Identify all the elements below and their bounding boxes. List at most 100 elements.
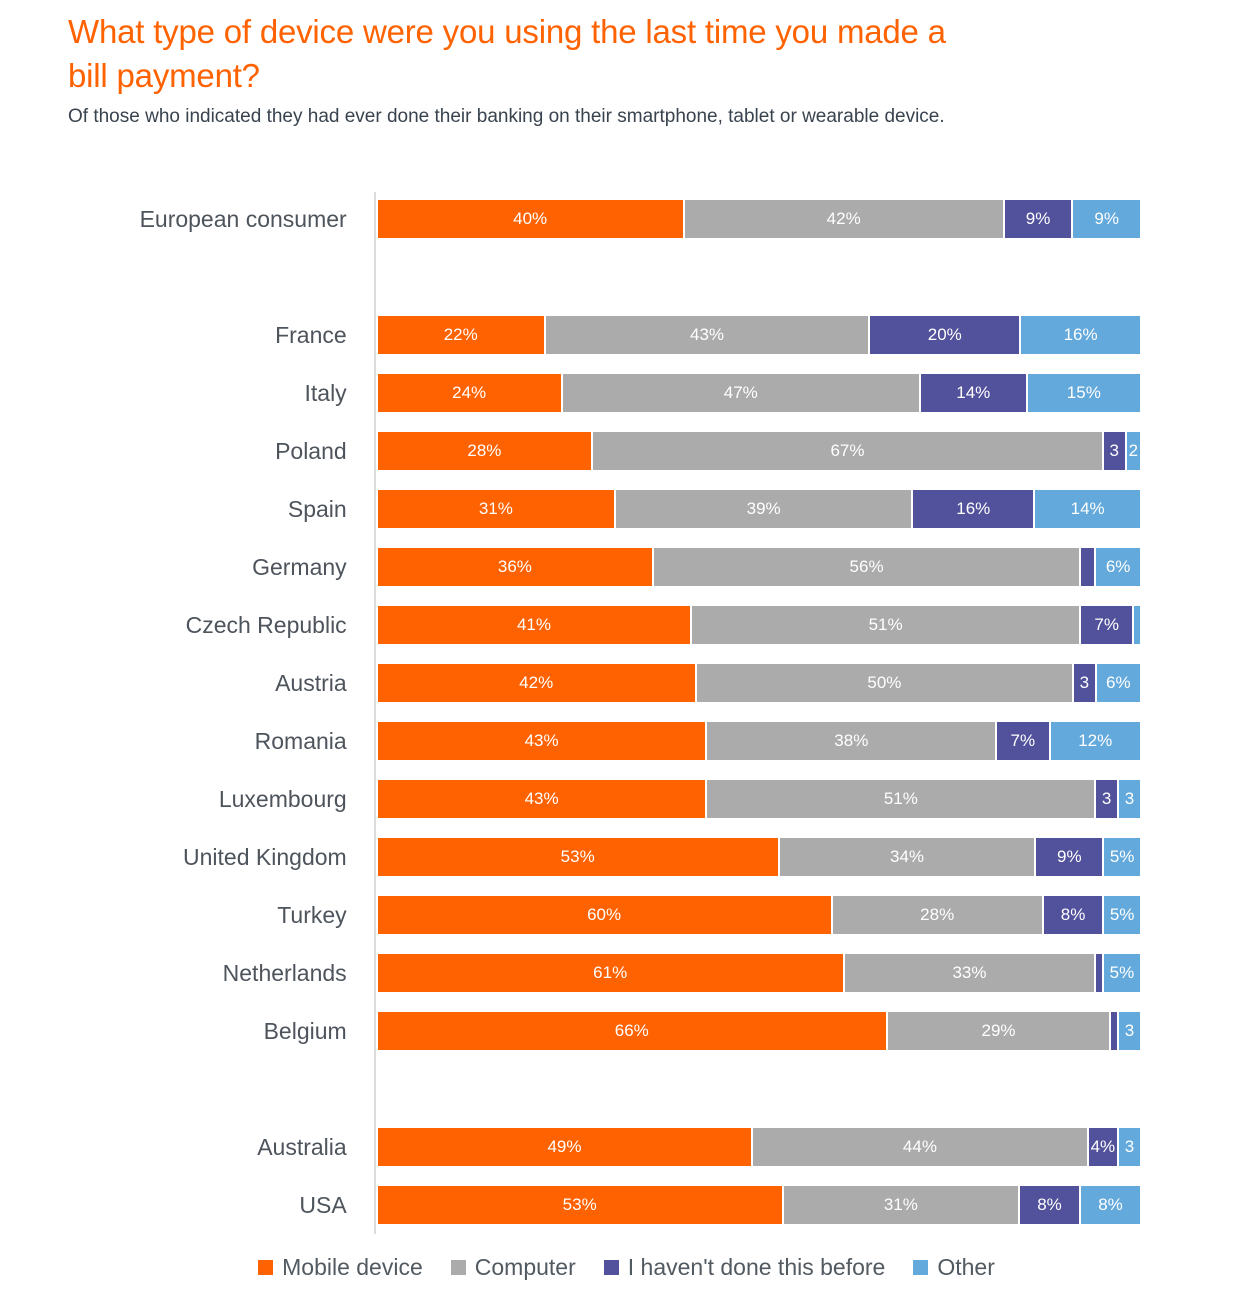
bar-segment-other: 15%	[1025, 374, 1140, 413]
segment-value-label: 5%	[1109, 963, 1135, 983]
segment-value-label: 3	[1101, 789, 1112, 809]
group-spacer	[0, 248, 1140, 306]
row-label: European consumer	[139, 205, 347, 232]
segment-value-label: 56%	[849, 557, 884, 577]
bar-segment-other	[1132, 606, 1140, 645]
segment-value-label: 8%	[1037, 1195, 1062, 1215]
row-label: Australia	[257, 1133, 347, 1160]
bar-segment-other: 3	[1116, 1012, 1140, 1051]
segment-value-label: 36%	[497, 557, 532, 577]
bar-segment-i-haven-t-done-this-before	[1109, 1012, 1117, 1051]
legend-item-other: Other	[913, 1254, 995, 1281]
segment-value-label: 3	[1124, 1137, 1135, 1157]
bar-segment-i-haven-t-done-this-before: 8%	[1018, 1186, 1079, 1225]
bar-segment-i-haven-t-done-this-before: 4%	[1086, 1128, 1118, 1167]
segment-value-label: 5%	[1109, 847, 1135, 867]
row-label: Italy	[304, 379, 347, 406]
bar-segment-mobile-device: 61%	[377, 954, 843, 993]
bar-segment-mobile-device: 41%	[377, 606, 691, 645]
bar-segment-i-haven-t-done-this-before: 3	[1094, 780, 1118, 819]
segment-value-label: 60%	[587, 905, 622, 925]
segment-value-label: 33%	[952, 963, 987, 983]
segment-value-label: 42%	[519, 673, 554, 693]
segment-value-label: 29%	[981, 1021, 1016, 1041]
bar-segment-other: 16%	[1019, 316, 1140, 355]
chart-row-luxembourg: Luxembourg 43% 51% 3 3	[0, 770, 1140, 828]
segment-value-label: 16%	[1063, 325, 1098, 345]
page-title-line1: What type of device were you using the l…	[68, 13, 946, 50]
bar-segment-i-haven-t-done-this-before: 7%	[1079, 606, 1133, 645]
bar-segment-i-haven-t-done-this-before: 8%	[1041, 896, 1103, 935]
page-title: What type of device were you using the l…	[68, 10, 1203, 97]
segment-value-label: 34%	[889, 847, 925, 867]
segment-value-label: 9%	[1056, 847, 1082, 867]
segment-value-label: 61%	[593, 963, 628, 983]
row-bar: 28% 67% 3 2	[377, 432, 1140, 471]
segment-value-label: 12%	[1078, 731, 1113, 751]
segment-value-label: 66%	[614, 1021, 649, 1041]
segment-value-label: 39%	[746, 499, 781, 519]
row-label: France	[275, 321, 347, 348]
group-spacer	[0, 1060, 1140, 1118]
bar-segment-i-haven-t-done-this-before: 9%	[1034, 838, 1103, 877]
segment-value-label: 8%	[1098, 1195, 1123, 1215]
bar-segment-computer: 42%	[682, 200, 1003, 239]
page-subtitle: Of those who indicated they had ever don…	[68, 106, 945, 128]
bar-segment-mobile-device: 43%	[377, 722, 706, 761]
chart-row-czech-republic: Czech Republic 41% 51% 7%	[0, 596, 1140, 654]
bar-segment-computer: 56%	[652, 548, 1079, 587]
chart-row-australia: Australia 49% 44% 4% 3	[0, 1118, 1140, 1176]
bar-segment-mobile-device: 31%	[377, 490, 614, 529]
row-label: Spain	[287, 495, 347, 522]
bar-segment-computer: 50%	[694, 664, 1073, 703]
segment-value-label: 3	[1079, 673, 1090, 693]
legend-label: Computer	[474, 1254, 576, 1281]
bar-segment-mobile-device: 28%	[377, 432, 592, 471]
bar-segment-computer: 31%	[781, 1186, 1019, 1225]
row-bar: 60% 28% 8% 5%	[377, 896, 1140, 935]
segment-value-label: 49%	[547, 1137, 582, 1157]
row-bar: 53% 34% 9% 5%	[377, 838, 1140, 877]
chart-row-usa: USA 53% 31% 8% 8%	[0, 1176, 1140, 1234]
axis-line	[374, 192, 376, 1235]
bar-segment-i-haven-t-done-this-before: 14%	[918, 374, 1026, 413]
row-bar: 41% 51% 7%	[377, 606, 1140, 645]
bar-segment-mobile-device: 66%	[377, 1012, 886, 1051]
row-label: Turkey	[277, 901, 347, 928]
segment-value-label: 16%	[956, 499, 991, 519]
bar-segment-other: 2	[1124, 432, 1140, 471]
row-bar: 22% 43% 20% 16%	[377, 316, 1140, 355]
row-bar: 49% 44% 4% 3	[377, 1128, 1140, 1167]
row-label: Luxembourg	[218, 785, 347, 812]
chart-row-spain: Spain 31% 39% 16% 14%	[0, 480, 1140, 538]
legend-marker-other	[913, 1260, 929, 1276]
row-bar: 66% 29% 3	[377, 1012, 1140, 1051]
legend-item-i-haven-t-done-this-before: I haven't done this before	[603, 1254, 885, 1281]
chart-row-france: France 22% 43% 20% 16%	[0, 306, 1140, 364]
segment-value-label: 43%	[689, 325, 725, 345]
bar-segment-i-haven-t-done-this-before: 9%	[1002, 200, 1072, 239]
bar-segment-other: 6%	[1094, 548, 1140, 587]
bar-segment-computer: 39%	[614, 490, 912, 529]
row-label: Netherlands	[222, 959, 347, 986]
row-label: Romania	[254, 727, 347, 754]
segment-value-label: 53%	[560, 847, 595, 867]
bar-segment-mobile-device: 60%	[377, 896, 831, 935]
segment-value-label: 42%	[826, 209, 861, 229]
row-bar: 43% 38% 7% 12%	[377, 722, 1140, 761]
row-bar: 53% 31% 8% 8%	[377, 1186, 1140, 1225]
segment-value-label: 9%	[1094, 209, 1119, 229]
segment-value-label: 43%	[524, 789, 559, 809]
bar-segment-computer: 28%	[830, 896, 1042, 935]
segment-value-label: 67%	[830, 441, 865, 461]
segment-value-label: 51%	[868, 615, 903, 635]
chart-row-italy: Italy 24% 47% 14% 15%	[0, 364, 1140, 422]
chart-row-united-kingdom: United Kingdom 53% 34% 9% 5%	[0, 828, 1140, 886]
bar-segment-i-haven-t-done-this-before: 3	[1072, 664, 1095, 703]
segment-value-label: 51%	[883, 789, 918, 809]
segment-value-label: 14%	[956, 383, 991, 403]
bar-segment-other: 9%	[1071, 200, 1140, 239]
bar-segment-i-haven-t-done-this-before	[1094, 954, 1102, 993]
bar-segment-i-haven-t-done-this-before: 20%	[868, 316, 1020, 355]
segment-value-label: 4%	[1090, 1137, 1116, 1157]
